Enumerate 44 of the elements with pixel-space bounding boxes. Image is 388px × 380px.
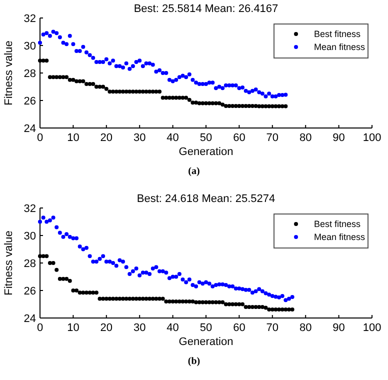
y-tick-label: 32 xyxy=(24,12,36,25)
x-tick-label: 30 xyxy=(133,322,146,334)
x-tick-label: 80 xyxy=(299,132,312,144)
y-tick-label: 28 xyxy=(24,68,36,80)
legend-label: Best fitness xyxy=(314,219,362,230)
x-tick-label: 40 xyxy=(166,322,179,334)
text: (b) xyxy=(188,356,200,367)
text: (a) xyxy=(188,166,200,177)
y-tick-label: 24 xyxy=(24,312,36,325)
y-tick-label: 30 xyxy=(24,230,36,242)
x-tick-label: 90 xyxy=(332,322,345,334)
x-tick-label: 30 xyxy=(133,132,146,144)
y-tick-label: 26 xyxy=(24,95,36,108)
y-tick-label: 24 xyxy=(24,122,36,135)
x-tick-label: 0 xyxy=(36,132,44,144)
x-tick-label: 100 xyxy=(362,322,382,334)
x-tick-label: 70 xyxy=(266,322,279,334)
x-tick-label: 10 xyxy=(67,132,80,144)
x-axis-title: Generation xyxy=(178,146,234,158)
x-axis-title: Generation xyxy=(178,336,234,348)
y-axis-title: Fitness value xyxy=(3,40,15,106)
x-tick-label: 50 xyxy=(200,132,212,144)
y-tick-label: 30 xyxy=(24,40,36,52)
x-tick-label: 60 xyxy=(233,132,246,144)
x-tick-label: 90 xyxy=(332,132,345,144)
x-tick-label: 0 xyxy=(36,322,44,334)
legend-label: Best fitness xyxy=(314,29,362,40)
x-tick-label: 40 xyxy=(166,132,179,144)
y-tick-label: 28 xyxy=(24,258,36,270)
x-tick-label: 70 xyxy=(266,132,279,144)
y-tick-label: 32 xyxy=(24,202,36,215)
x-tick-label: 60 xyxy=(233,322,246,334)
x-tick-label: 20 xyxy=(100,322,113,334)
x-tick-label: 100 xyxy=(362,132,382,144)
x-tick-label: 80 xyxy=(299,322,312,334)
chart-title: Best: 25.5814 Mean: 26.4167 xyxy=(134,3,278,15)
y-axis-title: Fitness value xyxy=(3,230,15,296)
legend-label: Mean fitness xyxy=(314,42,366,52)
chart-title: Best: 24.618 Mean: 25.5274 xyxy=(136,193,276,205)
x-tick-label: 10 xyxy=(67,322,80,334)
x-tick-label: 20 xyxy=(100,132,113,144)
legend-label: Mean fitness xyxy=(314,232,366,242)
y-tick-label: 26 xyxy=(24,285,36,298)
x-tick-label: 50 xyxy=(200,322,212,334)
